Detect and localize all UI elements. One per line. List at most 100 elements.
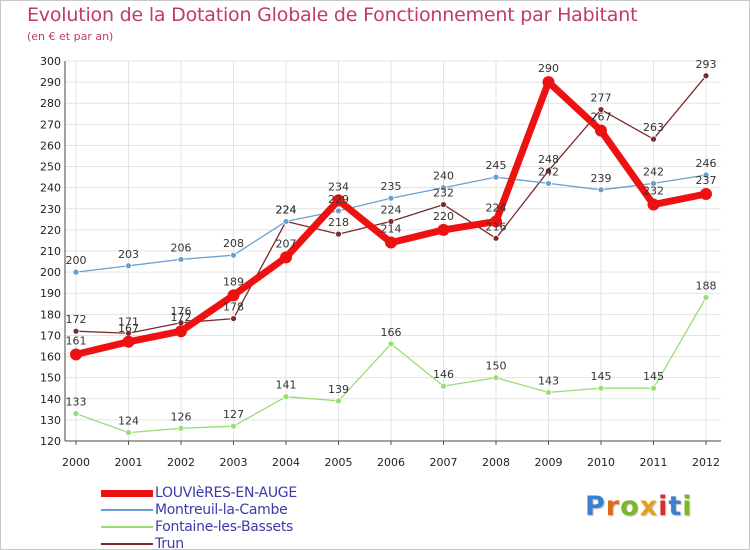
grid <box>65 60 721 442</box>
data-point <box>650 135 657 143</box>
data-point <box>227 289 240 302</box>
data-label: 237 <box>696 174 717 187</box>
legend-swatch <box>101 526 153 528</box>
data-point <box>125 262 132 270</box>
data-point <box>545 167 552 175</box>
legend-swatch <box>101 509 153 511</box>
data-point <box>545 389 552 396</box>
data-label: 232 <box>433 187 454 200</box>
data-point <box>282 218 290 225</box>
x-tick-label: 2002 <box>167 456 195 469</box>
proxiti-logo: Proxiti <box>585 491 693 522</box>
data-point <box>490 215 502 228</box>
data-label: 178 <box>223 301 244 314</box>
x-tick-label: 2001 <box>115 456 143 469</box>
legend-label: Montreuil-la-Cambe <box>155 502 288 518</box>
data-point <box>230 315 237 322</box>
data-label: 171 <box>118 315 139 328</box>
data-point <box>492 374 500 382</box>
logo-letter: i <box>658 491 669 522</box>
data-point <box>597 186 605 194</box>
data-point <box>387 194 395 202</box>
data-point <box>332 194 345 207</box>
data-point <box>335 397 342 405</box>
data-point <box>597 384 605 392</box>
data-label: 246 <box>696 157 717 170</box>
data-label: 208 <box>223 237 244 250</box>
data-label: 189 <box>223 275 244 288</box>
data-point <box>650 180 657 187</box>
chart-subtitle: (en € et par an) <box>27 30 114 43</box>
data-label: 220 <box>433 210 454 223</box>
data-label: 214 <box>381 223 402 236</box>
axes: 120 130 140 150 160 170 180 190 200 210 220 230 240 2… <box>40 55 721 469</box>
data-label: 293 <box>696 58 717 71</box>
data-label: 145 <box>591 370 612 383</box>
y-tick-label: 140 <box>40 393 61 406</box>
x-tick-label: 2008 <box>482 456 510 469</box>
data-label: 248 <box>538 153 559 166</box>
x-tick-label: 2007 <box>430 456 458 469</box>
data-point <box>177 424 185 432</box>
data-label: 139 <box>328 383 349 396</box>
data-point <box>387 340 395 348</box>
data-point <box>230 251 237 259</box>
legend-swatch <box>101 543 153 545</box>
data-label: 176 <box>171 305 192 318</box>
data-point <box>702 171 710 179</box>
y-tick-label: 260 <box>40 139 61 152</box>
data-point <box>492 234 500 242</box>
data-label: 143 <box>538 374 559 387</box>
data-point <box>492 173 500 181</box>
data-label: 172 <box>171 311 192 324</box>
logo-letter: o <box>620 491 640 522</box>
logo-letter: i <box>682 491 693 522</box>
x-tick-label: 2006 <box>377 456 405 469</box>
data-label: 172 <box>66 313 87 326</box>
x-tick-label: 2000 <box>62 456 90 469</box>
data-point <box>597 106 605 113</box>
data-label: 224 <box>276 203 297 216</box>
data-label: 206 <box>171 241 192 254</box>
x-tick-label: 2004 <box>272 456 300 469</box>
data-label: 229 <box>328 193 349 206</box>
y-tick-label: 180 <box>40 308 61 321</box>
y-tick-label: 270 <box>40 118 61 131</box>
data-point <box>280 251 292 264</box>
data-label: 242 <box>538 165 559 178</box>
legend-label: LOUVIèRES-EN-AUGE <box>155 485 297 501</box>
data-point <box>702 294 710 301</box>
data-label: 126 <box>171 410 192 423</box>
y-tick-label: 290 <box>40 76 61 89</box>
data-label: 245 <box>486 159 507 172</box>
legend-label: Fontaine-les-Bassets <box>155 519 294 535</box>
data-point <box>282 393 290 401</box>
data-point <box>177 256 185 263</box>
data-label: 124 <box>118 415 139 428</box>
data-point <box>440 184 447 192</box>
data-point <box>595 124 607 137</box>
data-label: 188 <box>696 279 717 292</box>
y-tick-label: 150 <box>40 372 61 385</box>
data-label: 234 <box>328 180 349 193</box>
data-point <box>72 327 80 335</box>
series-group <box>70 72 712 436</box>
x-tick-label: 2011 <box>640 456 668 469</box>
data-point <box>122 335 135 348</box>
y-tick-label: 160 <box>40 351 61 364</box>
chart-title: Evolution de la Dotation Globale de Fonc… <box>27 4 638 26</box>
y-tick-label: 280 <box>40 97 61 110</box>
data-label: 242 <box>643 165 664 178</box>
data-label: 167 <box>118 322 139 335</box>
data-label: 240 <box>433 170 454 183</box>
logo-letter: x <box>639 491 659 522</box>
x-tick-label: 2005 <box>325 456 353 469</box>
y-tick-label: 210 <box>40 245 61 258</box>
data-point <box>650 384 657 392</box>
data-label: 146 <box>433 368 454 381</box>
data-label: 161 <box>66 334 87 347</box>
data-point <box>437 223 450 236</box>
y-tick-label: 130 <box>40 414 61 427</box>
data-point <box>545 180 552 187</box>
